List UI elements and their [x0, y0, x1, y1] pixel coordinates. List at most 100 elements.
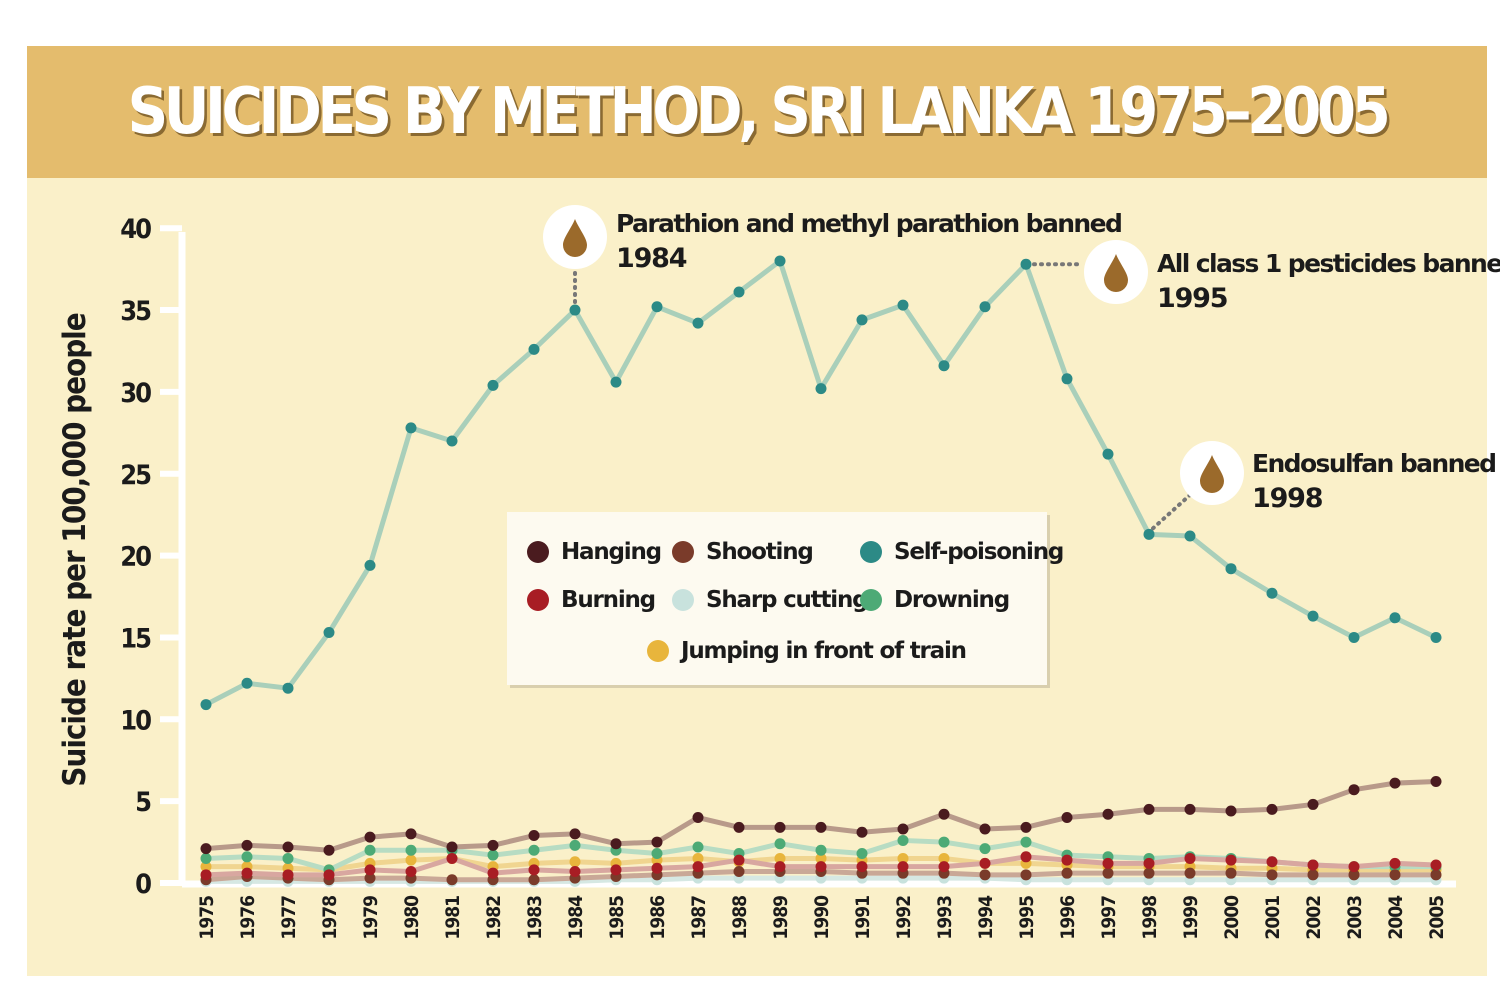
data-point	[405, 422, 417, 434]
legend-swatch	[527, 589, 549, 611]
y-tick-label: 30	[120, 378, 151, 409]
data-point	[897, 834, 909, 846]
data-point	[774, 861, 786, 873]
x-tick-label: 1976	[237, 896, 259, 940]
legend: Hanging Shooting Self-poisoning Burning Shar…	[507, 512, 1064, 685]
y-tick-label: 25	[120, 460, 151, 491]
data-point	[1184, 852, 1196, 864]
data-point	[938, 836, 950, 848]
data-point	[364, 831, 376, 843]
data-point	[1102, 857, 1114, 869]
data-point	[528, 874, 540, 886]
legend-item-self-poisoning: Self-poisoning	[860, 538, 1064, 566]
annotation-1998: Endosulfan banned 1998	[1151, 441, 1497, 531]
data-point	[1348, 861, 1360, 873]
data-point	[200, 843, 212, 855]
chart-panel	[27, 46, 1487, 976]
data-point	[569, 866, 581, 878]
annotation-year: 1984	[616, 243, 687, 274]
data-point	[692, 841, 704, 853]
data-point	[200, 852, 212, 864]
data-point	[487, 867, 499, 879]
data-point	[1020, 836, 1032, 848]
data-point	[1389, 777, 1401, 789]
x-tick-label: 1994	[975, 895, 997, 940]
data-point	[774, 852, 786, 864]
legend-label: Sharp cutting	[706, 587, 869, 613]
annotations: Parathion and methyl parathion banned 198…	[543, 205, 1500, 531]
x-tick-label: 1978	[319, 896, 341, 940]
data-point	[856, 848, 868, 860]
legend-label: Drowning	[894, 587, 1010, 613]
x-tick-label: 2002	[1303, 896, 1325, 940]
data-point	[1430, 631, 1442, 643]
annotation-1995: All class 1 pesticides banned 1995	[1032, 240, 1500, 314]
data-point	[569, 828, 581, 840]
data-point	[1389, 857, 1401, 869]
series-lines	[200, 255, 1442, 887]
data-point	[1266, 587, 1278, 599]
data-point	[1061, 867, 1073, 879]
legend-label: Self-poisoning	[894, 539, 1064, 565]
data-point	[733, 821, 745, 833]
x-tick-label: 2001	[1262, 896, 1284, 940]
legend-item-jumping-in-front-of-train: Jumping in front of train	[647, 637, 967, 665]
data-point	[1020, 821, 1032, 833]
data-point	[487, 839, 499, 851]
data-point	[610, 838, 622, 850]
annotation-text: All class 1 pesticides banned	[1157, 249, 1500, 278]
axes	[160, 225, 1456, 888]
data-point	[569, 839, 581, 851]
data-point	[1184, 530, 1196, 542]
data-point	[405, 854, 417, 866]
data-point	[282, 869, 294, 881]
data-point	[815, 852, 827, 864]
droplet-icon	[1200, 455, 1224, 493]
data-point	[1225, 563, 1237, 575]
data-point	[1020, 851, 1032, 863]
x-tick-label: 2000	[1221, 895, 1243, 940]
x-tick-label: 1992	[893, 896, 915, 940]
legend-label: Shooting	[706, 539, 814, 565]
legend-swatch	[672, 589, 694, 611]
legend-item-burning: Burning	[527, 586, 656, 614]
legend-item-shooting: Shooting	[672, 538, 814, 566]
title-band	[27, 46, 1487, 178]
data-point	[364, 844, 376, 856]
data-point	[200, 861, 212, 873]
data-point	[446, 435, 458, 447]
annotation-text: Parathion and methyl parathion banned	[616, 209, 1121, 238]
data-point	[938, 861, 950, 873]
x-tick-label: 1990	[811, 895, 833, 940]
data-point	[323, 869, 335, 881]
data-point	[651, 301, 663, 313]
data-point	[1061, 373, 1073, 385]
data-point	[897, 299, 909, 311]
data-point	[487, 379, 499, 391]
x-tick-label: 1999	[1180, 896, 1202, 940]
y-tick-label: 5	[135, 787, 151, 818]
legend-item-hanging: Hanging	[527, 538, 662, 566]
data-point	[1266, 869, 1278, 881]
y-tick-label: 10	[120, 705, 151, 736]
data-point	[774, 838, 786, 850]
data-point	[1307, 610, 1319, 622]
legend-swatch	[860, 541, 882, 563]
data-point	[364, 864, 376, 876]
data-point	[651, 848, 663, 860]
data-point	[1348, 631, 1360, 643]
data-point	[200, 869, 212, 881]
data-point	[979, 869, 991, 881]
data-point	[1307, 869, 1319, 881]
data-point	[569, 304, 581, 316]
annotation-leader	[1151, 493, 1192, 531]
x-tick-label: 1981	[442, 896, 464, 940]
data-point	[405, 866, 417, 878]
data-point	[1389, 612, 1401, 624]
chart-title: SUICIDES BY METHOD, SRI LANKA 1975–2005	[127, 75, 1391, 149]
legend-label: Hanging	[561, 539, 662, 565]
x-tick-label: 1998	[1139, 896, 1161, 940]
data-point	[897, 823, 909, 835]
data-point	[692, 861, 704, 873]
